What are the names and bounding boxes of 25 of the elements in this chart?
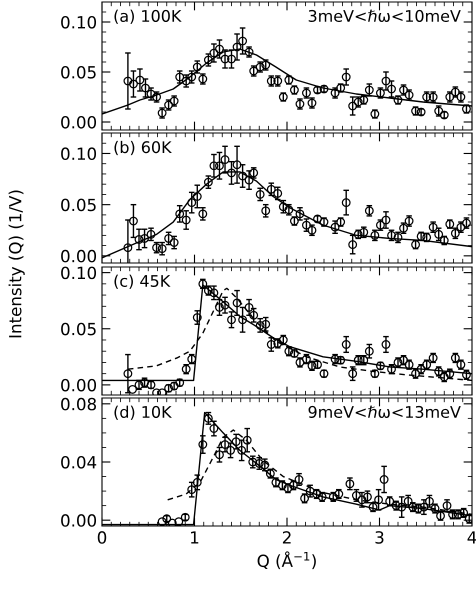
y-tick-label: 0.00 — [61, 514, 96, 527]
y-tick-label: 0.05 — [61, 66, 96, 79]
annotation: 3meV<ℏω<10meV — [308, 10, 461, 22]
x-tick-label: 1 — [191, 531, 198, 544]
x-tick-label: 4 — [468, 531, 476, 544]
y-axis-title: Intensity (Q) (1/V) — [8, 190, 25, 338]
y-tick-label: 0.04 — [61, 456, 96, 469]
y-tick-label: 0.10 — [61, 16, 96, 29]
y-tick-label: 0.00 — [61, 378, 96, 392]
y-tick-label: 0.10 — [61, 266, 96, 280]
x-tick-label: 0 — [98, 531, 106, 544]
y-tick-label: 0.00 — [61, 250, 96, 262]
y-tick-label: 0.05 — [61, 198, 96, 212]
annotation: (a) 100K — [114, 10, 182, 24]
annotation: 9meV<ℏω<13meV — [308, 406, 461, 418]
annotation: (d) 10K — [114, 406, 172, 420]
y-tick-label: 0.00 — [61, 116, 96, 129]
x-axis-title: Q (Å$^{−1}$) — [258, 551, 316, 570]
y-tick-label: 0.08 — [61, 398, 96, 410]
y-tick-label: 0.05 — [61, 322, 96, 336]
annotation: (b) 60K — [114, 140, 172, 156]
annotation: (c) 45K — [114, 274, 171, 289]
x-tick-label: 3 — [375, 531, 384, 544]
y-tick-label: 0.10 — [61, 147, 96, 160]
x-tick-label: 2 — [282, 531, 291, 544]
